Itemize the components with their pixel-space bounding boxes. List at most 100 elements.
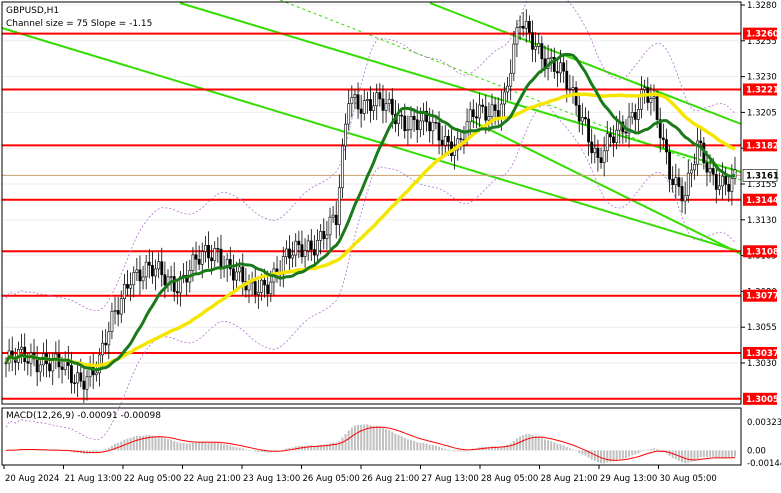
price-tick-label: 1.3280 xyxy=(747,1,777,11)
candle-body xyxy=(590,141,594,154)
channel-upper-line xyxy=(1,27,742,253)
candle-body xyxy=(524,20,528,29)
candle-body xyxy=(487,116,491,121)
macd-histogram-bar xyxy=(148,435,151,451)
macd-histogram-bar xyxy=(110,445,113,451)
macd-histogram-bar xyxy=(241,448,244,451)
candle-body xyxy=(637,109,640,120)
candle-body xyxy=(649,98,653,103)
macd-histogram-bar xyxy=(170,439,173,451)
candle-body xyxy=(207,245,210,259)
macd-histogram-bar xyxy=(385,429,388,451)
candle-body xyxy=(350,97,354,104)
candle-body xyxy=(434,122,438,124)
macd-histogram-bar xyxy=(104,449,107,451)
candle-body xyxy=(512,43,516,74)
candle-body xyxy=(705,162,709,173)
macd-histogram-bar xyxy=(734,450,736,457)
macd-histogram-bar xyxy=(500,446,503,451)
candle-body xyxy=(73,382,76,384)
macd-histogram-bar xyxy=(712,450,715,457)
macd-histogram-bar xyxy=(618,450,621,460)
macd-histogram-bar xyxy=(715,450,718,458)
macd-histogram-bar xyxy=(226,444,229,451)
macd-histogram-bar xyxy=(213,442,216,451)
candle-body xyxy=(110,310,114,332)
macd-histogram-bar xyxy=(145,435,148,451)
candle-body xyxy=(362,100,366,114)
macd-histogram-bar xyxy=(36,450,39,451)
candle-body xyxy=(35,358,39,373)
price-tick-label: 1.3205 xyxy=(747,108,777,118)
candle-body xyxy=(655,96,659,120)
macd-histogram-bar xyxy=(403,437,406,451)
macd-histogram-bar xyxy=(696,450,699,459)
macd-label: MACD(12,26,9) -0.00091 -0.00098 xyxy=(6,411,161,421)
macd-histogram-bar xyxy=(366,424,369,451)
chart-symbol: GBPUSD,H1 xyxy=(6,6,59,16)
candle-body xyxy=(284,248,288,257)
channel-outer-line xyxy=(429,2,742,125)
candle-body xyxy=(493,104,497,111)
macd-signal-line xyxy=(5,426,736,461)
macd-histogram-bar xyxy=(509,443,512,451)
candle-body xyxy=(213,248,217,262)
macd-histogram-bar xyxy=(727,450,730,459)
macd-histogram-bar xyxy=(114,443,117,451)
macd-histogram-bar xyxy=(702,450,705,457)
macd-histogram-bar xyxy=(416,442,419,451)
candle-body xyxy=(359,108,363,114)
macd-histogram-bar xyxy=(547,440,550,451)
macd-histogram-bar xyxy=(325,444,328,451)
candle-body xyxy=(390,98,394,115)
macd-histogram-bar xyxy=(721,450,724,458)
macd-histogram-bar xyxy=(238,447,241,451)
macd-histogram-bar xyxy=(540,437,543,451)
candle-body xyxy=(559,62,562,74)
macd-histogram-bar xyxy=(624,450,627,458)
candle-body xyxy=(689,169,693,174)
time-tick-label: 23 Aug 13:00 xyxy=(243,474,300,484)
candle-body xyxy=(228,259,232,270)
candle-body xyxy=(580,117,584,122)
macd-histogram-bar xyxy=(198,442,201,451)
ma-fast-line xyxy=(4,52,736,372)
macd-histogram-bar xyxy=(525,434,528,451)
candle-body xyxy=(26,361,30,364)
candle-body xyxy=(306,240,310,251)
candle-body xyxy=(175,291,179,294)
macd-histogram-bar xyxy=(5,450,7,451)
candle-body xyxy=(605,133,609,152)
candle-body xyxy=(437,122,441,141)
macd-histogram-bar xyxy=(39,450,42,451)
candle-body xyxy=(683,195,687,202)
candle-body xyxy=(337,187,341,226)
candle-body xyxy=(599,157,603,163)
macd-histogram-bar xyxy=(634,450,637,455)
macd-histogram-bar xyxy=(257,450,260,453)
candle-body xyxy=(378,92,382,100)
candle-body xyxy=(60,366,64,370)
macd-histogram-bar xyxy=(126,438,129,451)
macd-histogram-bar xyxy=(450,450,453,451)
candle-body xyxy=(506,85,509,93)
candle-body xyxy=(496,110,500,118)
candle-body xyxy=(347,103,351,125)
macd-histogram-bar xyxy=(378,426,381,451)
candle-body xyxy=(375,92,379,107)
macd-histogram-bar xyxy=(48,450,51,451)
macd-histogram-bar xyxy=(687,450,690,463)
macd-histogram-bar xyxy=(195,442,198,451)
macd-histogram-bar xyxy=(188,443,191,451)
candle-body xyxy=(297,240,301,245)
candle-body xyxy=(527,20,531,33)
candle-body xyxy=(409,115,413,130)
macd-histogram-bar xyxy=(587,450,590,458)
price-tick-label: 1.3155 xyxy=(747,180,777,190)
candle-body xyxy=(269,281,273,295)
macd-histogram-bar xyxy=(173,441,176,451)
candle-body xyxy=(696,140,700,165)
macd-histogram-bar xyxy=(151,435,154,451)
candle-body xyxy=(200,251,204,265)
